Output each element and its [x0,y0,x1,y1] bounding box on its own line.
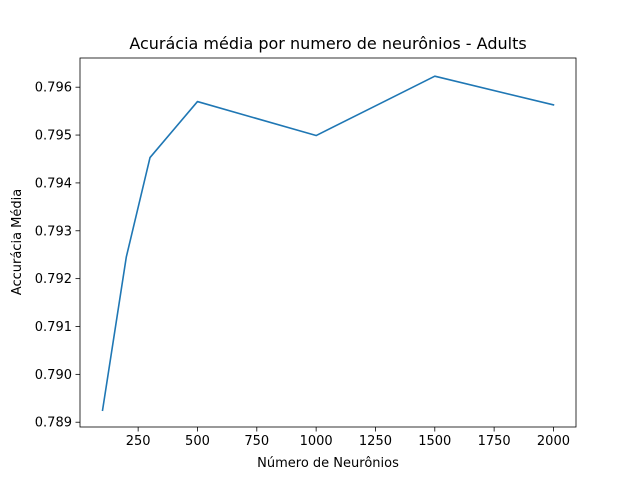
y-axis-label: Accurácia Média [10,189,25,295]
y-tick-label: 0.796 [35,81,72,96]
y-tick-label: 0.789 [35,416,72,431]
y-tick-label: 0.793 [35,224,72,239]
x-tick-label: 500 [185,434,210,449]
x-tick-label: 250 [126,434,151,449]
chart-title: Acurácia média por numero de neurônios -… [129,34,526,53]
x-axis-label: Número de Neurônios [257,456,399,471]
x-tick-label: 2000 [537,434,570,449]
x-tick-label: 1250 [359,434,392,449]
x-tick-label: 1500 [418,434,451,449]
x-tick-label: 1750 [478,434,511,449]
y-tick-label: 0.790 [35,368,72,383]
x-tick-label: 750 [244,434,269,449]
y-tick-label: 0.794 [35,176,72,191]
x-tick-label: 1000 [300,434,333,449]
plot-area: 250 500 750 1000 1250 1500 1750 2000 0.789 0.790 0… [35,57,577,449]
y-tick-label: 0.791 [35,320,72,335]
y-tick-label: 0.795 [35,129,72,144]
y-tick-label: 0.792 [35,272,72,287]
plot-frame [79,57,577,428]
